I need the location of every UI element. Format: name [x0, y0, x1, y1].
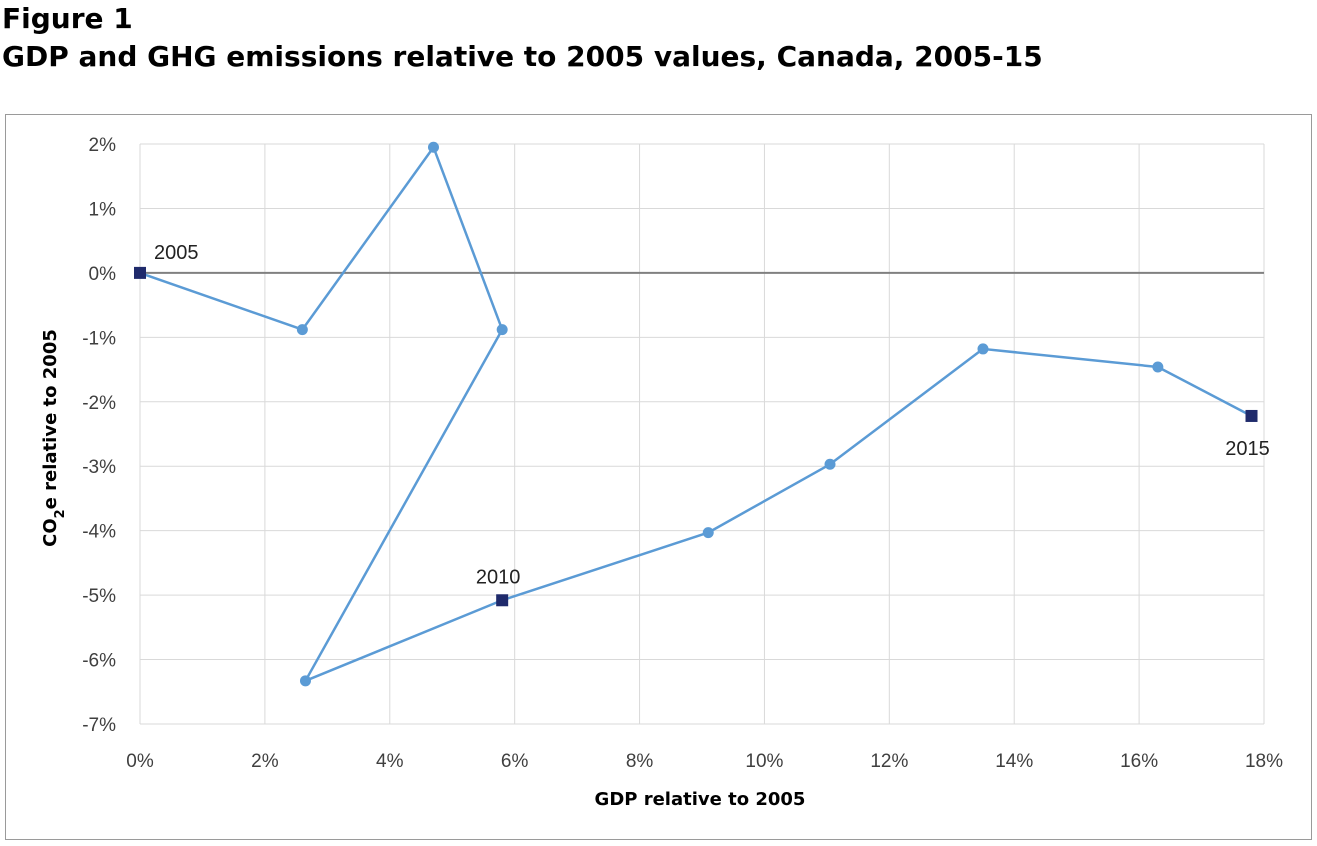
x-tick-label: 14%	[995, 751, 1033, 772]
x-tick-label: 2%	[251, 751, 279, 772]
data-point	[427, 141, 439, 153]
y-tick-label: -7%	[82, 715, 116, 736]
x-tick-label: 16%	[1120, 751, 1158, 772]
y-tick-label: 2%	[89, 135, 117, 156]
highlight-marker	[134, 266, 146, 279]
point-label: 2015	[1225, 438, 1270, 460]
y-tick-label: -6%	[82, 651, 116, 672]
point-label: 2005	[154, 242, 199, 264]
chart-frame: 2% 1% 0% -1% -2% -3% -4% -5% -6% -7% 0% 2% 4% 6% 8% 10%…	[5, 114, 1312, 840]
data-point	[824, 458, 836, 470]
x-tick-label: 6%	[501, 751, 529, 772]
data-point	[977, 343, 989, 355]
chart-svg: 2% 1% 0% -1% -2% -3% -4% -5% -6% -7% 0% 2% 4% 6% 8% 10%…	[40, 135, 1283, 810]
y-tick-label: -2%	[82, 393, 116, 414]
x-axis-title: GDP relative to 2005	[595, 789, 806, 810]
data-point	[299, 675, 311, 687]
series-line	[139, 145, 1253, 683]
point-label: 2010	[476, 566, 521, 588]
data-point	[296, 324, 308, 336]
highlight-marker	[496, 594, 509, 607]
data-point	[1152, 361, 1164, 373]
x-tick-label: 10%	[745, 751, 783, 772]
x-tick-label: 0%	[126, 751, 154, 772]
highlight-marker	[1245, 409, 1258, 422]
figure-header: Figure 1 GDP and GHG emissions relative …	[2, 0, 1043, 76]
y-tick-label: -5%	[82, 586, 116, 607]
data-point	[702, 527, 714, 539]
x-tick-label: 4%	[376, 751, 404, 772]
y-axis-title: CO2e relative to 2005	[40, 329, 68, 547]
figure-label: Figure 1	[2, 2, 133, 35]
x-tick-label: 12%	[870, 751, 908, 772]
y-tick-label: 0%	[89, 264, 117, 285]
x-tick-label: 18%	[1245, 751, 1283, 772]
y-tick-label: -4%	[82, 522, 116, 543]
y-tick-label: 1%	[89, 199, 117, 220]
data-point	[496, 324, 508, 336]
y-tick-label: -1%	[82, 328, 116, 349]
y-tick-label: -3%	[82, 457, 116, 478]
x-tick-label: 8%	[626, 751, 654, 772]
figure-title: GDP and GHG emissions relative to 2005 v…	[2, 40, 1043, 73]
